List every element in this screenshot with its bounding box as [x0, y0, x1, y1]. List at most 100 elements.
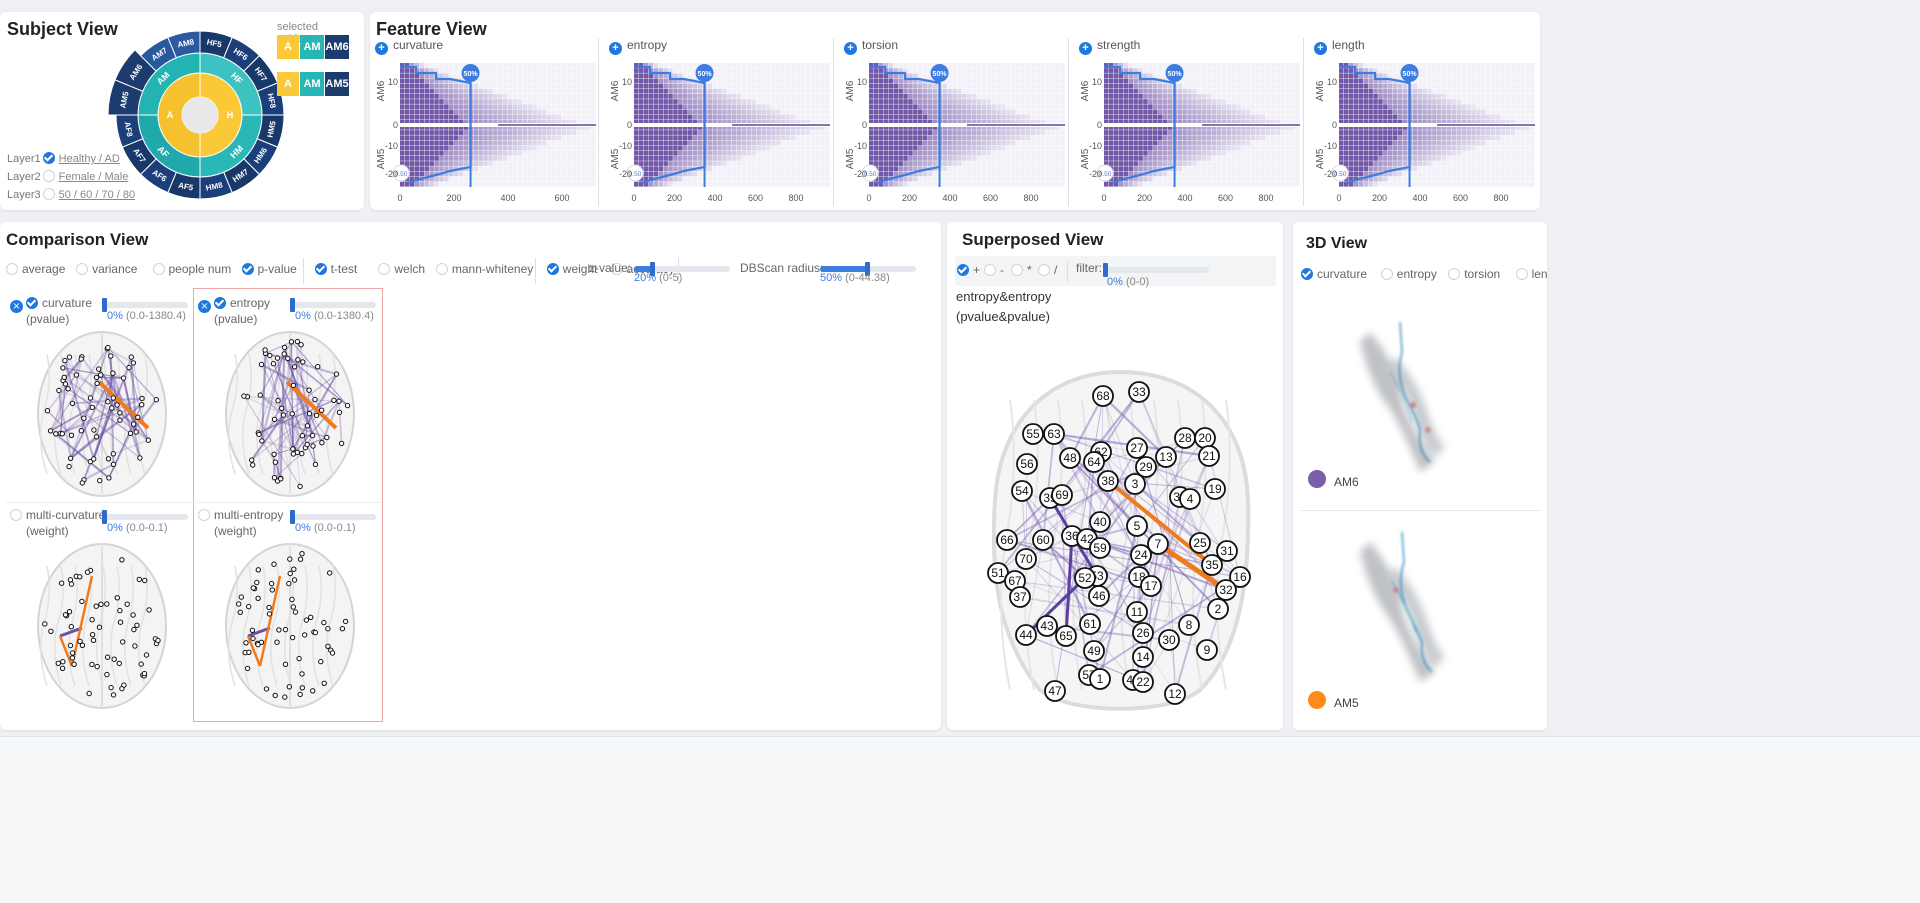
histogram-cell — [1211, 104, 1217, 110]
threshold-marker-top[interactable] — [930, 64, 949, 82]
histogram-cell — [1486, 99, 1491, 104]
histogram-cell — [400, 135, 405, 141]
histogram-cell — [1422, 156, 1427, 161]
threshold-marker-top[interactable] — [1165, 64, 1184, 82]
histogram-cell — [1461, 99, 1466, 104]
histogram-cell — [825, 135, 830, 141]
histogram-cell — [756, 171, 761, 177]
histogram-cell — [1486, 73, 1491, 79]
histogram-cell — [414, 150, 420, 156]
selected-subjects-list[interactable]: A AM AM6 A AM AM5 — [277, 35, 350, 109]
layer-row: Layer1 Healthy / AD — [7, 152, 135, 170]
histogram-cell — [673, 109, 678, 115]
histogram-cell — [908, 83, 913, 89]
threshold-marker-top[interactable] — [1400, 64, 1419, 82]
add-icon[interactable]: + — [1079, 42, 1092, 55]
histogram-cell — [1471, 68, 1476, 73]
histogram-cell — [1226, 156, 1231, 161]
histogram-cell — [1040, 63, 1045, 68]
histogram-cell — [517, 109, 523, 115]
feature-header[interactable]: + length — [1314, 38, 1365, 55]
checkbox-checked-icon[interactable] — [42, 152, 55, 164]
histogram-cell — [449, 166, 454, 172]
feature-divider — [1303, 38, 1304, 206]
histogram-cell — [751, 73, 757, 79]
add-icon[interactable]: + — [1314, 42, 1327, 55]
checkbox-unchecked-icon[interactable] — [76, 263, 89, 275]
histogram-cell — [1133, 83, 1138, 89]
selected-subject-row[interactable]: A AM AM6 — [277, 35, 350, 59]
option-variance[interactable]: variance — [76, 262, 137, 276]
histogram-cell — [463, 114, 469, 120]
histogram-cell — [483, 83, 488, 89]
histogram-cell — [1339, 140, 1344, 146]
histogram-cell — [805, 63, 810, 68]
histogram-cell — [527, 171, 532, 177]
histogram-cell — [449, 94, 454, 99]
histogram-cell — [434, 63, 439, 68]
histogram-cell — [527, 166, 532, 172]
histogram-cell — [717, 181, 722, 187]
histogram-cell — [1353, 150, 1359, 156]
histogram-cell — [1260, 161, 1266, 166]
checkbox-unchecked-icon[interactable] — [42, 170, 55, 182]
checkbox-unchecked-icon[interactable] — [6, 263, 18, 275]
feature-header[interactable]: + entropy — [609, 38, 667, 55]
feature-header[interactable]: + curvature — [375, 38, 443, 55]
histogram-cell — [1255, 166, 1261, 172]
histogram-cell — [1368, 171, 1373, 177]
histogram-cell — [1148, 109, 1153, 115]
histogram-cell — [1148, 83, 1153, 89]
histogram-cell — [1383, 94, 1388, 99]
feature-header[interactable]: + torsion — [844, 38, 898, 55]
histogram-cell — [434, 181, 439, 187]
histogram-cell — [1412, 83, 1417, 89]
histogram-cell — [957, 119, 962, 125]
checkbox-unchecked-icon[interactable] — [42, 188, 55, 200]
histogram-cell — [1143, 181, 1148, 187]
threshold-marker-bottom-label: 0.50 — [629, 171, 642, 178]
histogram-cell — [453, 99, 459, 104]
histogram-cell — [1001, 150, 1006, 156]
layer-value[interactable]: 50 / 60 / 70 / 80 — [58, 189, 136, 201]
histogram-cell — [1182, 78, 1187, 84]
threshold-marker-bottom[interactable] — [392, 164, 410, 182]
histogram-cell — [736, 150, 742, 156]
threshold-marker-bottom[interactable] — [626, 164, 644, 182]
add-icon[interactable]: + — [375, 42, 388, 55]
feature-header[interactable]: + strength — [1079, 38, 1140, 55]
layer-value[interactable]: Healthy / AD — [58, 153, 120, 165]
threshold-marker-top[interactable] — [695, 64, 714, 82]
histogram-cell — [947, 63, 952, 68]
histogram-cell — [1011, 166, 1016, 172]
histogram-cell — [1388, 171, 1393, 177]
option-average[interactable]: average — [6, 262, 65, 276]
histogram-cell — [736, 109, 742, 115]
histogram-cell — [1530, 171, 1535, 177]
histogram-cell — [781, 114, 786, 120]
add-icon[interactable]: + — [844, 42, 857, 55]
histogram-cell — [727, 88, 732, 94]
histogram-cell — [1383, 88, 1388, 94]
threshold-marker-top[interactable] — [461, 64, 480, 82]
histogram-cell — [424, 145, 429, 151]
ring-outer-segment[interactable] — [115, 114, 144, 148]
layer-value[interactable]: Female / Male — [58, 171, 129, 183]
add-icon[interactable]: + — [609, 42, 622, 55]
threshold-marker-bottom[interactable] — [861, 164, 879, 182]
selected-subject-row[interactable]: A AM AM5 — [277, 72, 350, 96]
histogram-cell — [1461, 73, 1466, 79]
histogram-cell — [1280, 171, 1285, 177]
threshold-marker-bottom[interactable] — [1096, 164, 1114, 182]
histogram-cell — [638, 135, 644, 141]
histogram-cell — [952, 63, 957, 68]
histogram-cell — [1157, 150, 1163, 156]
histogram-cell — [869, 119, 874, 125]
threshold-marker-bottom[interactable] — [1331, 164, 1349, 182]
